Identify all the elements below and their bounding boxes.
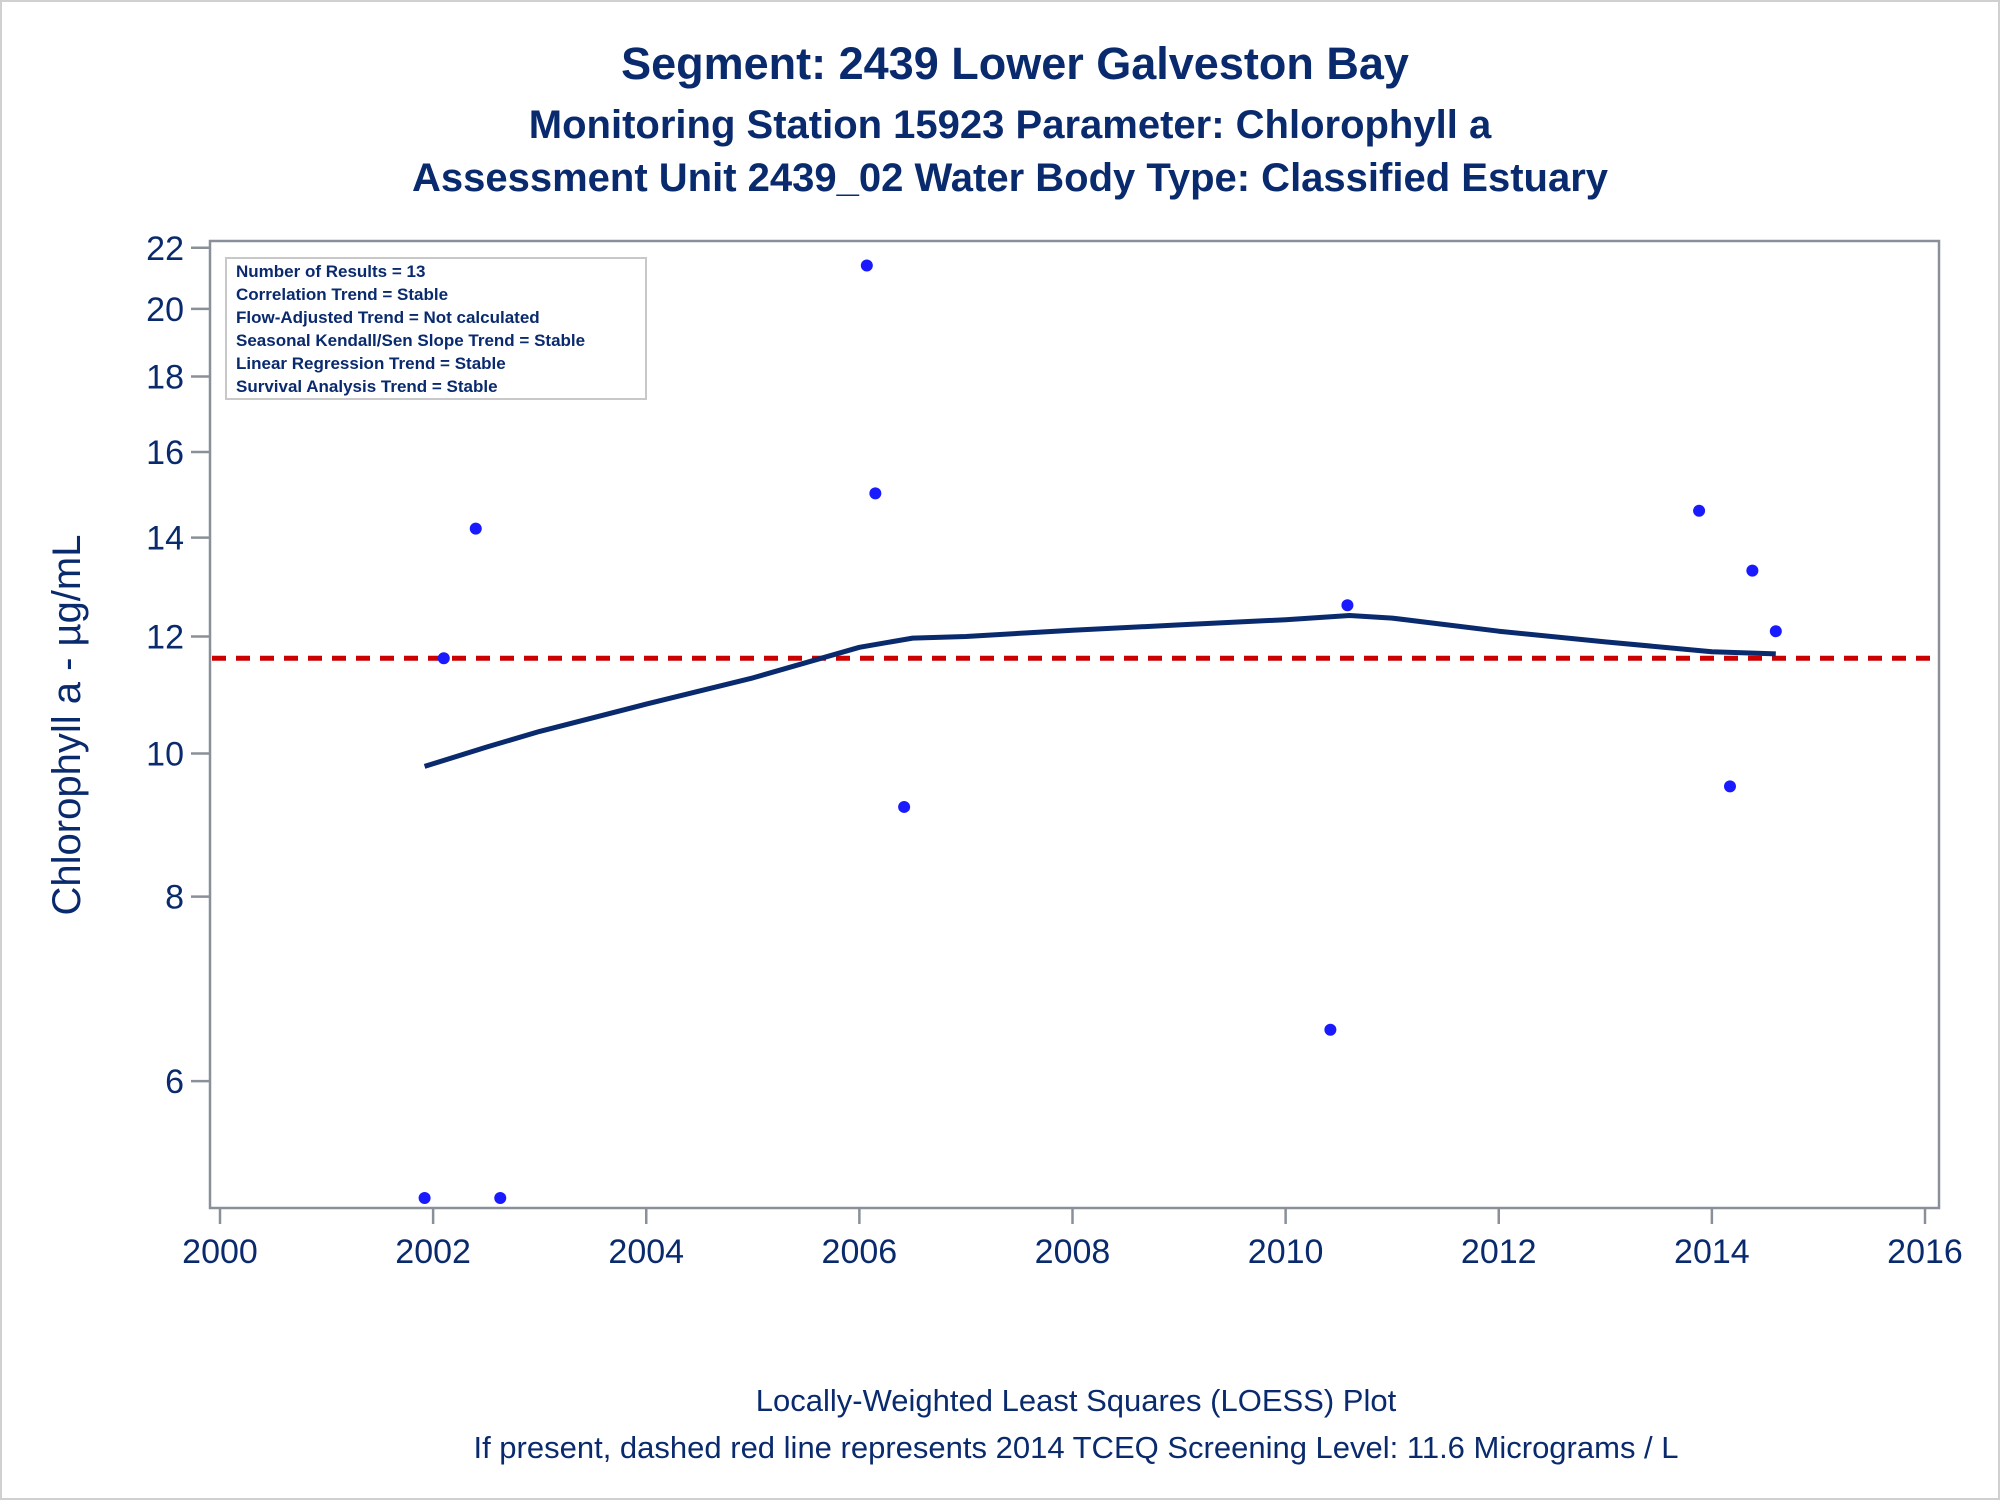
x-tick-label: 2014: [1674, 1233, 1750, 1271]
data-point: [1324, 1023, 1337, 1036]
data-point: [1693, 504, 1706, 517]
data-point: [869, 487, 882, 500]
stats-line: Number of Results = 13: [236, 262, 425, 281]
data-point: [860, 259, 873, 272]
x-tick-label: 2004: [608, 1233, 684, 1271]
data-point: [1769, 625, 1782, 638]
x-tick-label: 2002: [395, 1233, 471, 1271]
plot-area: [208, 239, 1941, 1210]
y-axis-label: Chlorophyll a - µg/mL: [45, 535, 89, 916]
stats-box-frame: [225, 257, 647, 400]
x-tick-label: 2010: [1248, 1233, 1324, 1271]
y-axis: 6 8 10 12 14 16 18 20 22: [146, 230, 210, 1101]
data-point: [418, 1192, 431, 1204]
x-tick-label: 2016: [1887, 1233, 1963, 1271]
x-tick-label: 2012: [1461, 1233, 1537, 1271]
stats-box: Number of Results = 13 Correlation Trend…: [225, 257, 647, 400]
data-point: [1341, 599, 1354, 612]
data-point: [1746, 564, 1759, 577]
chart-title: Segment: 2439 Lower Galveston Bay: [621, 38, 1409, 89]
y-tick-label: 16: [146, 434, 184, 472]
stats-line: Survival Analysis Trend = Stable: [236, 377, 498, 396]
y-tick-label: 8: [165, 879, 184, 917]
footnote-screening: If present, dashed red line represents 2…: [473, 1430, 1678, 1465]
data-point: [469, 522, 482, 535]
stats-line: Flow-Adjusted Trend = Not calculated: [236, 308, 540, 327]
stats-line: Correlation Trend = Stable: [236, 285, 448, 304]
y-tick-label: 6: [165, 1063, 184, 1101]
y-tick-label: 20: [146, 291, 184, 329]
loess-curve: [423, 613, 1776, 769]
data-points: [418, 259, 1782, 1204]
chart-subtitle-assessment: Assessment Unit 2439_02 Water Body Type:…: [412, 156, 1609, 200]
footnote-loess: Locally-Weighted Least Squares (LOESS) P…: [756, 1383, 1397, 1418]
stats-line: Seasonal Kendall/Sen Slope Trend = Stabl…: [236, 331, 585, 350]
chart-subtitle-station: Monitoring Station 15923 Parameter: Chlo…: [529, 103, 1492, 147]
x-axis: 2000 2002 2004 2006 2008 2010 2012 2014 2016: [182, 1208, 1963, 1271]
stats-line: Linear Regression Trend = Stable: [236, 354, 506, 373]
y-tick-label: 18: [146, 358, 184, 396]
y-tick-label: 12: [146, 619, 184, 657]
y-tick-label: 10: [146, 735, 184, 773]
data-point: [494, 1192, 507, 1204]
y-tick-label: 22: [146, 230, 184, 268]
x-tick-label: 2006: [822, 1233, 898, 1271]
x-tick-label: 2008: [1035, 1233, 1111, 1271]
data-point: [898, 800, 911, 813]
data-point: [437, 652, 450, 665]
data-point: [1723, 780, 1736, 793]
x-tick-label: 2000: [182, 1233, 258, 1271]
y-tick-label: 14: [146, 520, 184, 558]
